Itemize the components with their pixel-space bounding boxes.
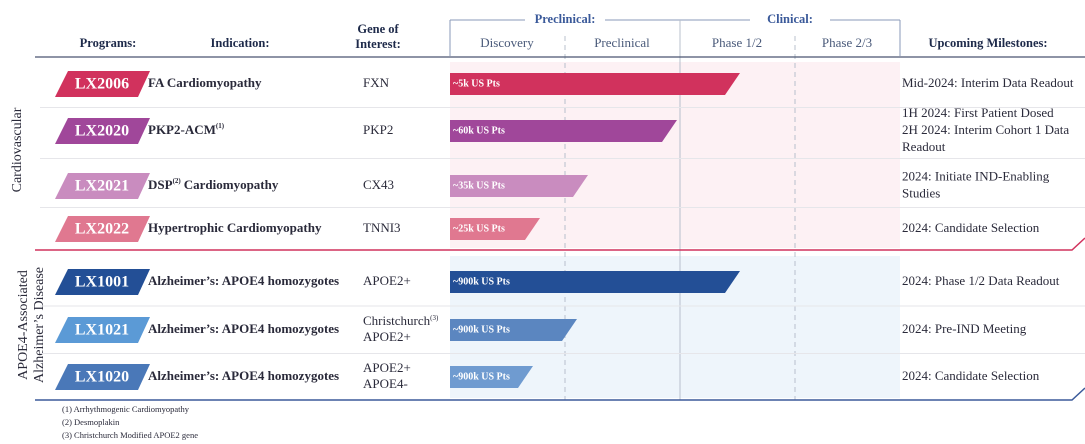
gene-text: APOE4-: [363, 376, 408, 391]
group-label-bg: [750, 12, 830, 28]
gene: TNNI3: [363, 220, 401, 235]
program: LX2021: [75, 178, 129, 195]
indication: DSP(2) Cardiomyopathy: [148, 177, 279, 192]
program-tag: [55, 71, 150, 97]
footnote-ref: (3): [430, 314, 439, 322]
progress-bar: [450, 73, 740, 95]
gene-text: PKP2: [363, 122, 393, 137]
patients: ~25k US Pts: [453, 223, 505, 234]
gene-text: TNNI3: [363, 220, 401, 235]
program: LX1020: [75, 369, 129, 386]
indication: Alzheimer’s: APOE4 homozygotes: [148, 321, 339, 336]
header: Upcoming Milestones:: [928, 36, 1047, 50]
gene: CX43: [363, 177, 394, 192]
indication-text: Cardiomyopathy: [184, 177, 279, 192]
progress-bar: [450, 120, 677, 142]
program-tag: [55, 317, 150, 343]
patients: ~5k US Pts: [453, 78, 500, 89]
footnote-ref: (2): [173, 177, 182, 185]
milestone: Mid-2024: Interim Data Readout: [902, 75, 1074, 90]
indication: Hypertrophic Cardiomyopathy: [148, 220, 322, 235]
milestone: 2024: Pre-IND Meeting: [902, 321, 1027, 336]
progress-bar: [450, 175, 588, 197]
gene-text: CX43: [363, 177, 394, 192]
gene: APOE2+: [363, 273, 411, 288]
patients: ~900k US Pts: [453, 276, 510, 287]
indication: FA Cardiomyopathy: [148, 75, 262, 90]
patients: ~900k US Pts: [453, 371, 510, 382]
indication-text: FA Cardiomyopathy: [148, 75, 262, 90]
header: Indication:: [210, 36, 269, 50]
indication-text: Alzheimer’s: APOE4 homozygotes: [148, 368, 339, 383]
program: LX1021: [75, 322, 129, 339]
footnote-ref: (1): [216, 122, 225, 130]
cardio-rule: [35, 237, 1085, 251]
gene: Christchurch(3): [363, 313, 439, 328]
gene-text: APOE2+: [363, 329, 411, 344]
program: LX2020: [75, 123, 129, 140]
gene: FXN: [363, 75, 390, 90]
footnote: (3) Christchurch Modified APOE2 gene: [62, 430, 198, 440]
group-label: Clinical:: [767, 12, 813, 26]
indication: PKP2-ACM(1): [148, 122, 225, 137]
patients: ~35k US Pts: [453, 180, 505, 191]
milestone: Readout: [902, 139, 946, 154]
patients: ~900k US Pts: [453, 324, 510, 335]
stage: Preclinical: [594, 35, 650, 50]
program-tag: [55, 269, 150, 295]
gene: APOE2+: [363, 360, 411, 375]
group-name: Cardiovascular: [10, 107, 25, 192]
progress-bar: [450, 366, 533, 388]
indication-text: Alzheimer’s: APOE4 homozygotes: [148, 321, 339, 336]
gene: APOE4-: [363, 376, 408, 391]
footnote: (2) Desmoplakin: [62, 417, 120, 427]
stage: Phase 1/2: [712, 35, 762, 50]
indication: Alzheimer’s: APOE4 homozygotes: [148, 368, 339, 383]
program: LX2022: [75, 221, 129, 238]
header: Gene of: [357, 22, 399, 36]
indication-text: DSP: [148, 177, 173, 192]
milestone: 1H 2024: First Patient Dosed: [902, 105, 1054, 120]
header: Interest:: [355, 37, 401, 51]
stage: Phase 2/3: [822, 35, 872, 50]
program: LX1001: [75, 274, 129, 291]
stage: Discovery: [480, 35, 534, 50]
gene-text: Christchurch: [363, 313, 431, 328]
alz-rule: [35, 387, 1085, 401]
program-tag: [55, 173, 150, 199]
program-tag: [55, 364, 150, 390]
indication: Alzheimer’s: APOE4 homozygotes: [148, 273, 339, 288]
gene-text: APOE2+: [363, 360, 411, 375]
milestone: Studies: [902, 185, 940, 200]
milestone: 2024: Initiate IND-Enabling: [902, 168, 1050, 183]
gene-text: FXN: [363, 75, 390, 90]
milestone: 2024: Phase 1/2 Data Readout: [902, 273, 1060, 288]
program: LX2006: [75, 76, 129, 93]
program-tag: [55, 118, 150, 144]
patients: ~60k US Pts: [453, 125, 505, 136]
group-name: Alzheimer’s Disease: [32, 267, 47, 383]
header: Programs:: [80, 36, 137, 50]
milestone: 2024: Candidate Selection: [902, 220, 1040, 235]
group-label-bg: [525, 12, 605, 28]
footnote: (1) Arrhythmogenic Cardiomyopathy: [62, 404, 190, 414]
milestone: 2024: Candidate Selection: [902, 368, 1040, 383]
progress-bar: [450, 271, 740, 293]
gene: PKP2: [363, 122, 393, 137]
indication-text: Alzheimer’s: APOE4 homozygotes: [148, 273, 339, 288]
indication-text: Hypertrophic Cardiomyopathy: [148, 220, 322, 235]
program-tag: [55, 216, 150, 242]
gene-text: APOE2+: [363, 273, 411, 288]
group-name: APOE4-Associated: [16, 270, 31, 380]
gene: APOE2+: [363, 329, 411, 344]
milestone: 2H 2024: Interim Cohort 1 Data: [902, 122, 1069, 137]
group-label: Preclinical:: [535, 12, 596, 26]
indication-text: PKP2-ACM: [148, 122, 216, 137]
progress-bar: [450, 319, 577, 341]
progress-bar: [450, 218, 540, 240]
